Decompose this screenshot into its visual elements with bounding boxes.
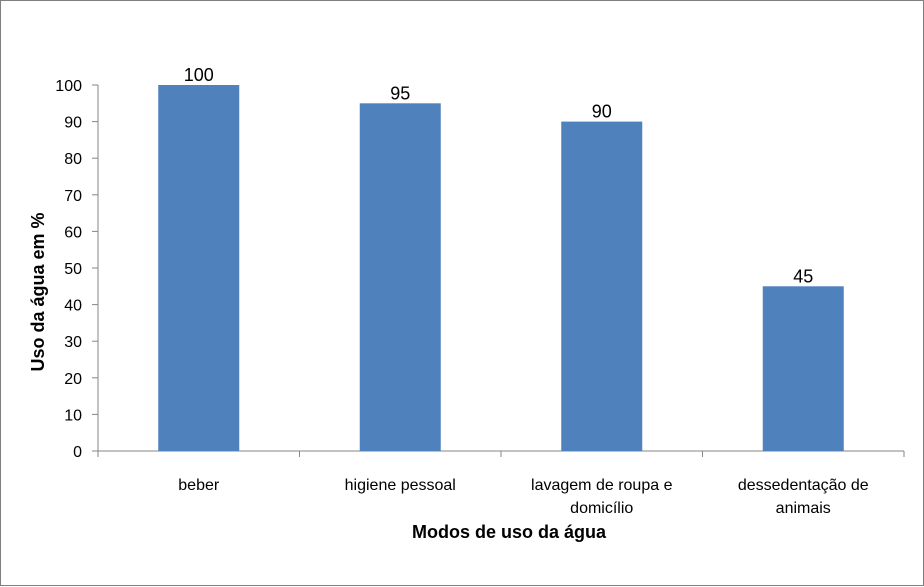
data-label: 45 bbox=[793, 266, 813, 286]
data-labels: 100 95 90 45 bbox=[184, 65, 814, 286]
y-tick-label: 40 bbox=[64, 298, 82, 315]
y-tick-label: 60 bbox=[64, 224, 82, 241]
bars bbox=[158, 85, 844, 452]
y-tick-label: 10 bbox=[64, 407, 82, 424]
y-tick-label: 50 bbox=[64, 261, 82, 278]
y-tick-label: 80 bbox=[64, 151, 82, 168]
axes: 0 10 20 30 40 50 60 70 80 90 100 beber higiene pesso… bbox=[55, 78, 905, 517]
bar bbox=[762, 286, 844, 451]
category-label: higiene pessoal bbox=[345, 477, 456, 494]
data-label: 95 bbox=[390, 83, 410, 103]
y-tick-label: 70 bbox=[64, 188, 82, 205]
x-axis-title: Modos de uso da água bbox=[412, 522, 607, 542]
bar bbox=[158, 85, 240, 451]
category-label: domicílio bbox=[570, 500, 633, 517]
y-axis-title: Uso da água em % bbox=[28, 212, 48, 371]
y-tick-label: 0 bbox=[73, 444, 82, 461]
data-label: 100 bbox=[184, 65, 214, 85]
category-label: animais bbox=[776, 500, 831, 517]
category-label: beber bbox=[178, 477, 220, 494]
data-label: 90 bbox=[592, 102, 612, 122]
y-tick-label: 100 bbox=[55, 78, 82, 95]
y-tick-label: 20 bbox=[64, 371, 82, 388]
category-label: lavagem de roupa e bbox=[531, 477, 673, 494]
y-tick-label: 90 bbox=[64, 115, 82, 132]
bar bbox=[561, 121, 643, 451]
bar bbox=[359, 103, 441, 452]
category-label: dessedentação de bbox=[738, 477, 869, 494]
y-tick-label: 30 bbox=[64, 334, 82, 351]
